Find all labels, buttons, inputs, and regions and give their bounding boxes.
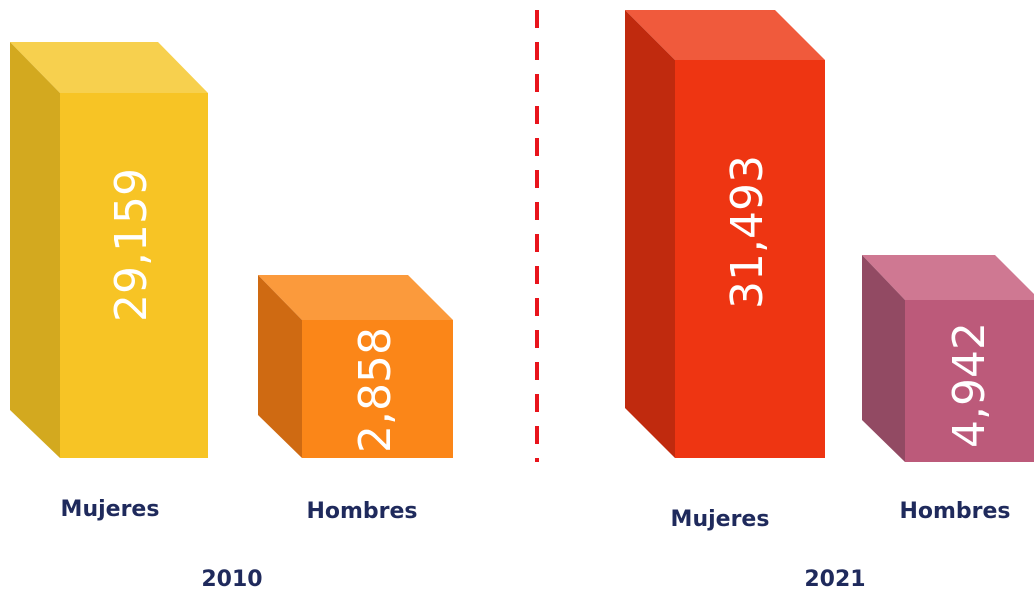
box [862,255,1034,462]
value-label: 31,493 [722,155,773,309]
value-label: 29,159 [106,168,157,322]
category-label: Hombres [899,499,1010,524]
box [258,275,453,458]
category-label: Mujeres [61,497,160,522]
category-label: Mujeres [671,507,770,532]
year-label: 2010 [201,567,262,592]
category-label: Hombres [306,499,417,524]
year-label: 2021 [804,567,865,592]
value-label: 4,942 [944,322,995,448]
box [625,10,825,458]
box [10,42,208,458]
value-label: 2,858 [350,327,401,453]
